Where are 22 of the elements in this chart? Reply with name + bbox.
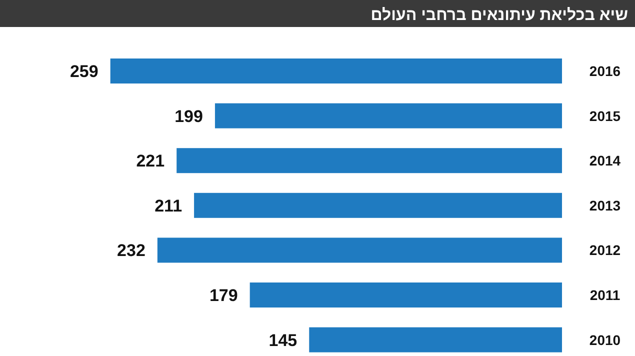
y-tick-label: 2011 xyxy=(590,287,620,303)
bar xyxy=(157,238,562,263)
data-label: 259 xyxy=(70,62,98,81)
y-tick-label: 2014 xyxy=(589,152,621,169)
data-label: 199 xyxy=(174,106,203,126)
y-tick-label: 2012 xyxy=(589,242,621,258)
data-label: 179 xyxy=(209,286,238,305)
bar xyxy=(194,192,562,218)
bar xyxy=(309,327,562,352)
bar xyxy=(250,282,562,308)
y-tick-label: 2010 xyxy=(589,332,621,348)
y-tick-label: 2016 xyxy=(589,63,621,79)
y-tick-label: 2015 xyxy=(589,108,621,124)
data-label: 145 xyxy=(268,330,298,350)
bar xyxy=(110,58,562,84)
bar xyxy=(176,148,562,174)
bar xyxy=(214,103,562,128)
data-label: 232 xyxy=(117,241,146,260)
data-label: 221 xyxy=(136,152,165,171)
data-label: 211 xyxy=(154,196,182,216)
chart-title: שיא בכליאת עיתונאים ברחבי העולם xyxy=(370,6,628,24)
y-tick-label: 2013 xyxy=(589,197,621,214)
